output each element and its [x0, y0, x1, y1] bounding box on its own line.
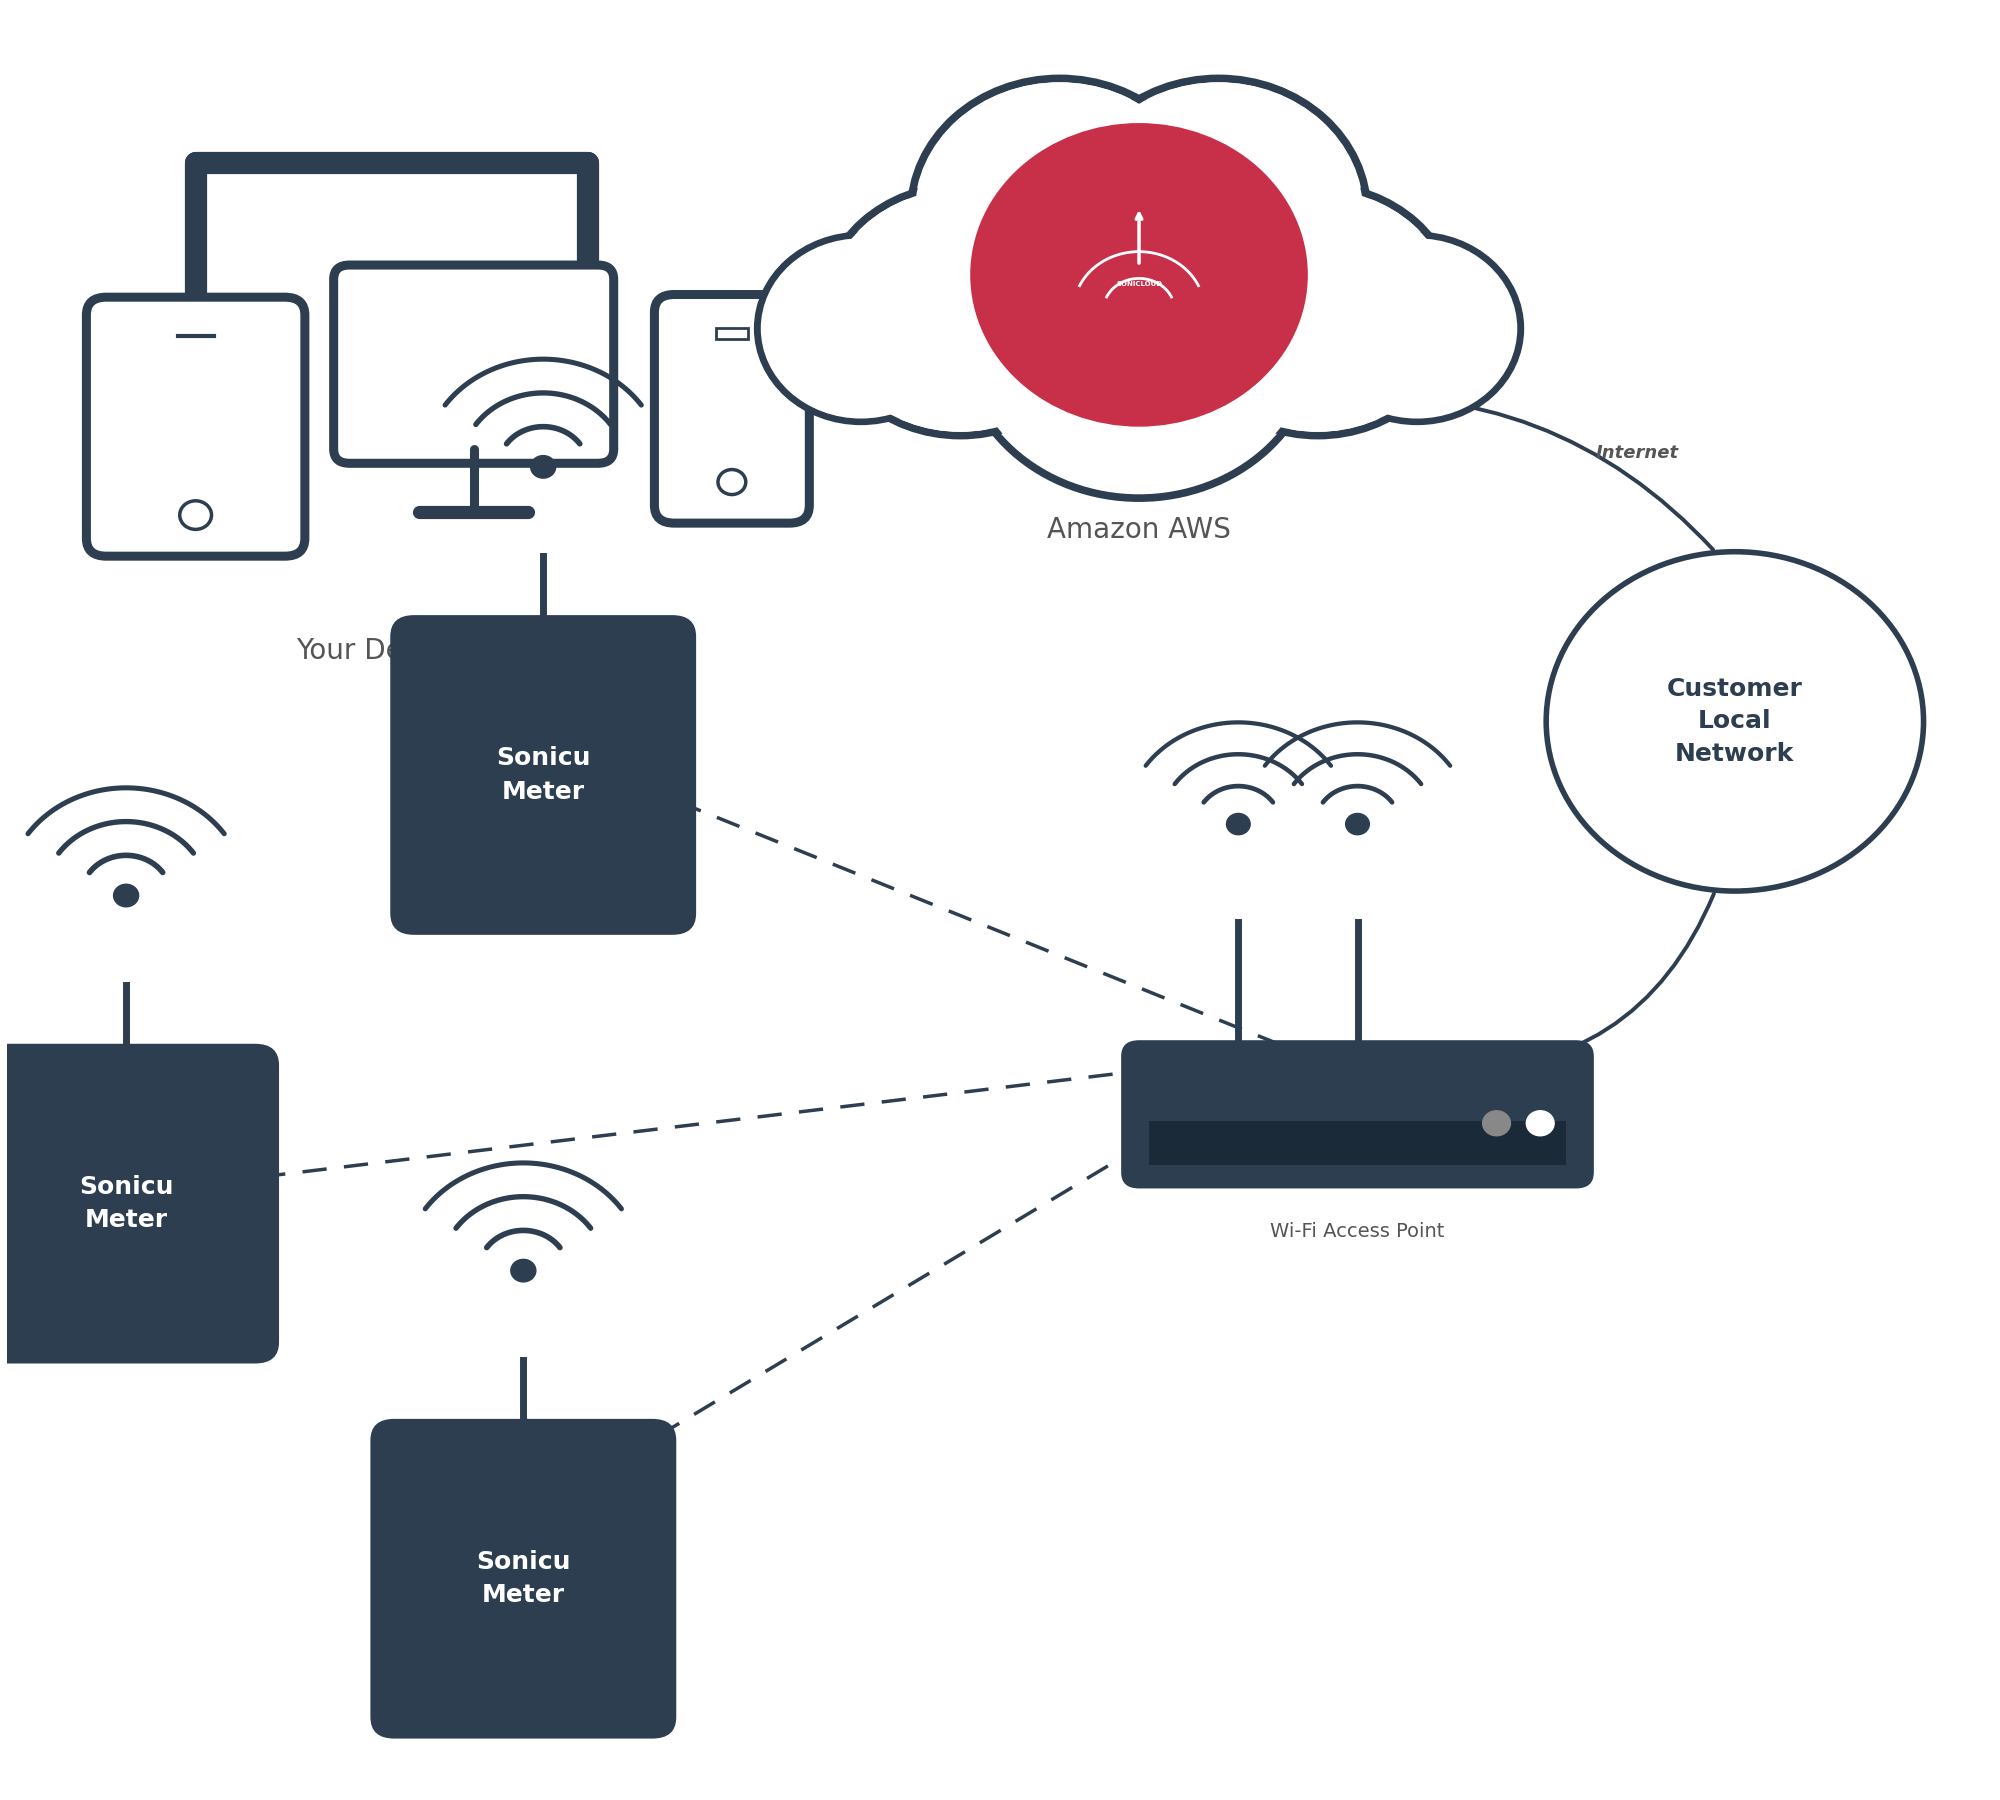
Text: Wi-Fi Access Point: Wi-Fi Access Point [1270, 1222, 1444, 1242]
FancyBboxPatch shape [1122, 1040, 1594, 1188]
Text: Ethernet: Ethernet [1784, 810, 1874, 828]
Text: Customer
Local
Network: Customer Local Network [1666, 677, 1802, 767]
Text: Your Devices: Your Devices [296, 637, 474, 664]
Circle shape [1526, 1111, 1554, 1136]
Bar [716, 328, 748, 338]
Text: SONICLOUD: SONICLOUD [1116, 281, 1162, 286]
Circle shape [1316, 238, 1518, 419]
Circle shape [1070, 79, 1368, 346]
Text: Sonicu
Meter: Sonicu Meter [78, 1175, 174, 1233]
Circle shape [1546, 553, 1924, 891]
Circle shape [960, 176, 1318, 499]
Text: Sonicu
Meter: Sonicu Meter [496, 747, 590, 805]
Circle shape [758, 236, 964, 421]
FancyBboxPatch shape [0, 1044, 280, 1363]
Circle shape [1182, 189, 1452, 432]
Circle shape [1074, 83, 1362, 342]
Circle shape [966, 182, 1312, 493]
Circle shape [822, 185, 1100, 436]
Circle shape [916, 83, 1204, 342]
FancyBboxPatch shape [334, 265, 614, 463]
Circle shape [1178, 185, 1456, 436]
Bar [1148, 1121, 1566, 1165]
Text: Sonicu
Meter: Sonicu Meter [476, 1550, 570, 1607]
Text: Internet: Internet [1596, 445, 1678, 463]
Circle shape [760, 238, 962, 419]
Text: Amazon AWS: Amazon AWS [1048, 517, 1230, 544]
Circle shape [910, 79, 1208, 346]
FancyBboxPatch shape [86, 297, 304, 556]
FancyBboxPatch shape [654, 295, 810, 524]
Circle shape [1346, 814, 1370, 835]
Circle shape [970, 122, 1308, 427]
Circle shape [510, 1260, 536, 1282]
FancyBboxPatch shape [390, 616, 696, 934]
Circle shape [1314, 236, 1520, 421]
Circle shape [114, 884, 138, 907]
Text: Internet: Internet [794, 369, 878, 387]
Circle shape [1226, 814, 1250, 835]
Circle shape [530, 455, 556, 479]
FancyBboxPatch shape [370, 1418, 676, 1739]
Circle shape [826, 189, 1096, 432]
Circle shape [1482, 1111, 1510, 1136]
